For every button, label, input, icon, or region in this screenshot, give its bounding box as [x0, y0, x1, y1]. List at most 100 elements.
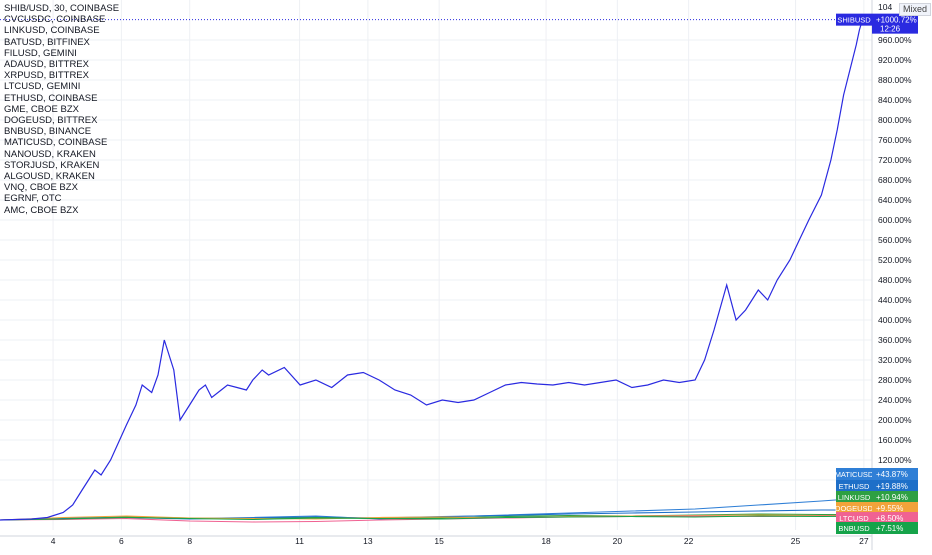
badge-value: +10.94%: [876, 493, 908, 502]
badge-value: +9.55%: [876, 504, 903, 513]
grid-layer: [0, 0, 872, 530]
badge-value: +19.88%: [876, 482, 908, 491]
overlay-symbol-item[interactable]: VNQ, CBOE BZX: [4, 182, 78, 194]
y-tick-label: 960.00%: [878, 35, 912, 45]
y-tick-label: 240.00%: [878, 395, 912, 405]
badge-name-bg: [836, 468, 872, 480]
series-line-bnbusd: [0, 515, 863, 521]
overlay-symbol-item[interactable]: LTCUSD, GEMINI: [4, 81, 81, 93]
y-tick-label: 840.00%: [878, 95, 912, 105]
y-tick-label: 720.00%: [878, 155, 912, 165]
overlay-symbol-list: CVCUSDC, COINBASE LINKUSD, COINBASE BATUSD…: [4, 14, 119, 216]
y-tick-label: 440.00%: [878, 295, 912, 305]
overlay-symbol-item[interactable]: AMC, CBOE BZX: [4, 204, 79, 216]
scale-mode-badge[interactable]: Mixed: [899, 3, 932, 16]
overlay-symbol-item[interactable]: ALGOUSD, KRAKEN: [4, 171, 95, 183]
y-tick-label: 800.00%: [878, 115, 912, 125]
series-badge-shibusd: SHIBUSD +1000.72%12:26: [836, 13, 918, 34]
y-tick-label: 280.00%: [878, 375, 912, 385]
badge-name-bg: [836, 512, 872, 524]
overlay-symbol-item[interactable]: MATICUSD, COINBASE: [4, 137, 108, 149]
y-tick-label: 560.00%: [878, 235, 912, 245]
overlay-symbol-item[interactable]: STORJUSD, KRAKEN: [4, 159, 100, 171]
series-layer: [0, 19, 872, 523]
series-badge-linkusd: LINKUSD +10.94%: [836, 491, 918, 503]
x-tick-label: 4: [51, 536, 56, 546]
badge-value-bg: [872, 468, 918, 480]
badge-name-bg: [836, 502, 872, 514]
y-tick-label: 200.00%: [878, 415, 912, 425]
main-symbol-title[interactable]: SHIB/USD, 30, COINBASE: [4, 3, 120, 14]
badge-value-bg: [872, 512, 918, 524]
badge-name-bg: [836, 13, 872, 26]
overlay-symbol-item[interactable]: CVCUSDC, COINBASE: [4, 14, 106, 26]
overlay-symbol-item[interactable]: GME, CBOE BZX: [4, 103, 79, 115]
badge-name-bg: [836, 480, 872, 492]
y-tick-label: 680.00%: [878, 175, 912, 185]
x-tick-label: 8: [187, 536, 192, 546]
overlay-symbol-item[interactable]: NANOUSD, KRAKEN: [4, 148, 96, 160]
badge-name: SHIBUSD: [837, 16, 871, 25]
y-tick-label: 640.00%: [878, 195, 912, 205]
y-tick-label: 480.00%: [878, 275, 912, 285]
badge-name-bg: [836, 491, 872, 503]
axis-layer: 80.00%120.00%160.00%200.00%240.00%280.00…: [0, 0, 912, 550]
y-top-label: 104: [878, 2, 892, 12]
y-tick-label: 520.00%: [878, 255, 912, 265]
x-tick-label: 15: [434, 536, 444, 546]
y-tick-label: 120.00%: [878, 455, 912, 465]
badge-value: +1000.72%: [876, 16, 917, 25]
x-tick-label: 6: [119, 536, 124, 546]
overlay-symbol-item[interactable]: BNBUSD, BINANCE: [4, 126, 92, 138]
overlay-symbol-item[interactable]: XRPUSD, BITTREX: [4, 70, 89, 82]
badge-value-bg: [872, 480, 918, 492]
x-tick-label: 27: [859, 536, 869, 546]
series-badge-bnbusd: BNBUSD +7.51%: [836, 522, 918, 534]
badge-value-bg: [872, 522, 918, 534]
badge-name: LTCUSD: [839, 514, 869, 523]
badge-name: ETHUSD: [839, 482, 870, 491]
overlay-symbol-item[interactable]: BATUSD, BITFINEX: [4, 36, 90, 48]
overlay-symbol-item[interactable]: LINKUSD, COINBASE: [4, 25, 100, 37]
series-badge-ethusd: ETHUSD +19.88%: [836, 480, 918, 492]
series-badge-dogeusd: DOGEUSD +9.55%: [835, 502, 918, 514]
badge-value: +8.50%: [876, 514, 903, 523]
overlay-symbol-item[interactable]: FILUSD, GEMINI: [4, 47, 77, 59]
x-tick-label: 25: [791, 536, 801, 546]
badge-name-bg: [836, 522, 872, 534]
badge-value: +7.51%: [876, 524, 903, 533]
badge-value-bg: [872, 13, 918, 34]
y-tick-label: 400.00%: [878, 315, 912, 325]
x-tick-label: 18: [541, 536, 551, 546]
x-tick-label: 20: [613, 536, 623, 546]
badge-name: DOGEUSD: [835, 504, 874, 513]
x-tick-label: 13: [363, 536, 373, 546]
x-tick-label: 11: [295, 536, 304, 546]
badge-name: BNBUSD: [838, 524, 870, 533]
y-tick-label: 760.00%: [878, 135, 912, 145]
series-badge-maticusd: MATICUSD +43.87%: [835, 468, 918, 480]
badge-timer: 12:26: [880, 25, 901, 34]
badge-value-bg: [872, 502, 918, 514]
series-line-dogeusd: [0, 514, 863, 521]
y-tick-label: 320.00%: [878, 355, 912, 365]
y-tick-label: 600.00%: [878, 215, 912, 225]
badge-value: +43.87%: [876, 470, 908, 479]
symbol-legend: SHIB/USD, 30, COINBASE CVCUSDC, COINBASE…: [4, 3, 119, 216]
badge-name: LINKUSD: [838, 493, 871, 502]
overlay-symbol-item[interactable]: ADAUSD, BITTREX: [4, 59, 89, 71]
badge-value-bg: [872, 491, 918, 503]
y-tick-label: 920.00%: [878, 55, 912, 65]
overlay-symbol-item[interactable]: EGRNF, OTC: [4, 193, 62, 205]
y-tick-label: 160.00%: [878, 435, 912, 445]
series-line-shibusd: [0, 19, 864, 521]
overlay-symbol-item[interactable]: DOGEUSD, BITTREX: [4, 115, 98, 127]
badge-name: MATICUSD: [835, 470, 874, 479]
x-tick-label: 22: [684, 536, 694, 546]
overlay-symbol-item[interactable]: ETHUSD, COINBASE: [4, 92, 98, 104]
series-badge-ltcusd: LTCUSD +8.50%: [836, 512, 918, 524]
y-tick-label: 360.00%: [878, 335, 912, 345]
